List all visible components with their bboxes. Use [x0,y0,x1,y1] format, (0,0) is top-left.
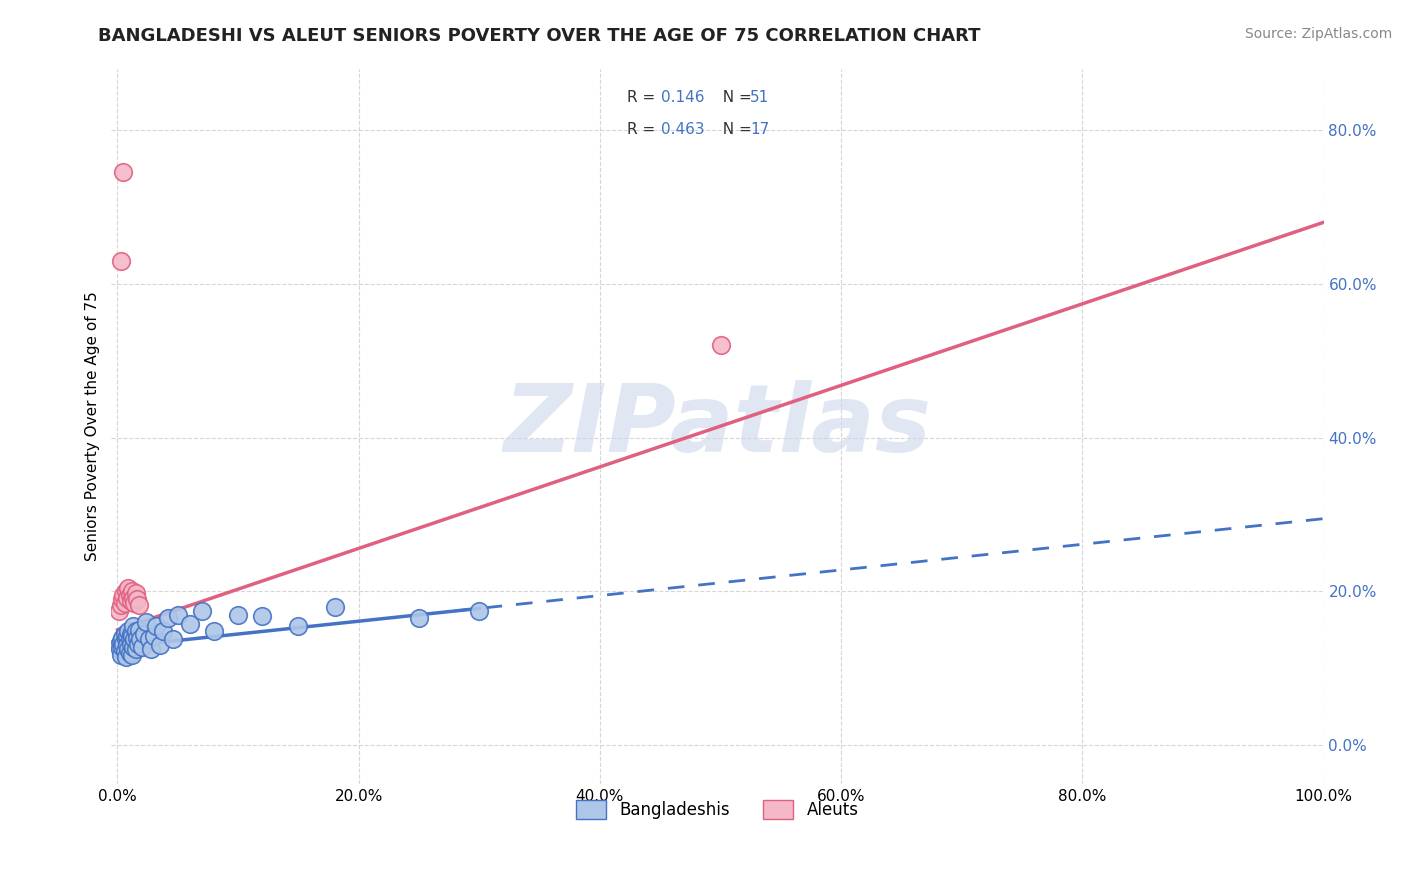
Point [127,637,149,651]
Point [121,648,143,662]
Point [115,632,138,647]
Point [110,599,132,613]
Point [111,592,134,607]
Point [112,637,135,651]
Point [122,640,145,654]
Point [287,619,309,633]
Text: 0.463: 0.463 [661,122,704,136]
Point [128,599,150,613]
Point [115,638,138,652]
Point [138,632,160,647]
Point [114,644,136,658]
Point [115,649,138,664]
Point [152,624,174,639]
Point [107,604,129,618]
Point [131,640,153,654]
Text: 51: 51 [751,89,769,104]
Text: 17: 17 [751,122,769,136]
Point [110,648,132,662]
Point [111,640,134,654]
Text: 0.146: 0.146 [661,89,704,104]
Point [115,584,138,599]
Text: BANGLADESHI VS ALEUT SENIORS POVERTY OVER THE AGE OF 75 CORRELATION CHART: BANGLADESHI VS ALEUT SENIORS POVERTY OVE… [98,27,981,45]
Point [135,615,157,630]
Point [166,607,188,622]
Point [250,609,273,624]
Point [114,596,136,610]
Point [124,624,146,639]
Point [142,629,165,643]
Text: R =: R = [627,122,659,136]
Point [149,638,172,652]
Point [124,632,146,647]
Point [110,253,132,268]
Point [118,646,141,660]
Text: N =: N = [713,89,756,104]
Point [132,627,155,641]
Point [124,596,146,610]
Text: N =: N = [713,122,756,136]
Point [120,637,142,651]
Point [112,165,135,179]
Point [114,627,136,641]
Text: ZIPatlas: ZIPatlas [503,380,932,472]
Point [141,642,163,657]
Text: Source: ZipAtlas.com: Source: ZipAtlas.com [1244,27,1392,41]
Point [112,588,135,602]
Point [122,619,145,633]
Point [108,642,131,657]
Point [124,586,146,600]
Point [110,634,132,648]
Point [115,629,138,643]
Point [202,624,225,639]
Point [226,607,249,622]
Point [162,632,184,647]
Point [124,642,146,657]
Point [117,581,139,595]
Y-axis label: Seniors Poverty Over the Age of 75: Seniors Poverty Over the Age of 75 [86,292,100,561]
Point [118,588,141,602]
Point [118,632,141,647]
Point [115,591,138,605]
Point [129,632,152,647]
Point [120,593,142,607]
Point [468,604,491,618]
Point [121,629,143,643]
Point [122,591,145,605]
Point [120,627,142,641]
Point [125,592,148,607]
Point [408,611,430,625]
Point [125,631,148,645]
Point [709,338,731,352]
Point [179,616,201,631]
Point [323,599,346,614]
Point [111,631,134,645]
Point [157,611,180,625]
Point [191,604,214,618]
Legend: Bangladeshis, Aleuts: Bangladeshis, Aleuts [569,793,866,825]
Point [145,619,167,633]
Text: R =: R = [627,89,659,104]
Point [117,642,139,657]
Point [107,638,129,652]
Point [128,623,150,637]
Point [121,584,143,599]
Point [117,624,139,639]
